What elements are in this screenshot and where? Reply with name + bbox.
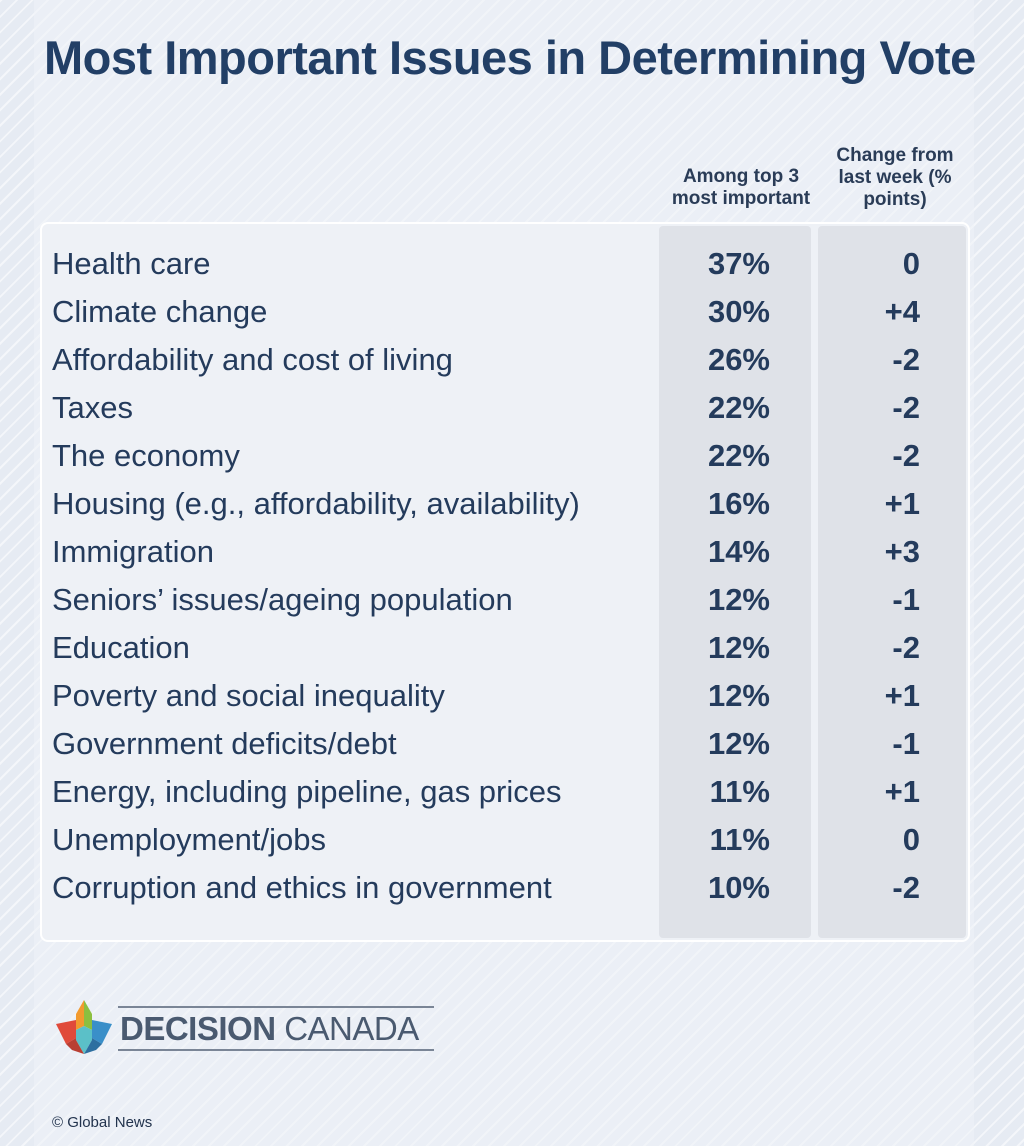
issue-label: Taxes [52, 390, 133, 425]
issue-label: The economy [52, 438, 240, 473]
change-value: -2 [892, 390, 920, 425]
issue-label: Affordability and cost of living [52, 342, 453, 377]
table-row: Housing (e.g., affordability, availabili… [0, 480, 1024, 528]
change-value: +1 [884, 774, 920, 809]
table-row: Immigration 14% +3 [0, 528, 1024, 576]
table-row: Climate change 30% +4 [0, 288, 1024, 336]
top3-value: 22% [707, 438, 770, 473]
change-value: -2 [892, 870, 920, 905]
top3-value: 11% [709, 774, 770, 809]
change-value: 0 [902, 246, 920, 281]
top3-value: 26% [707, 342, 770, 377]
issue-label: Corruption and ethics in government [52, 870, 552, 905]
table-row: Taxes 22% -2 [0, 384, 1024, 432]
change-value: +4 [884, 294, 920, 329]
change-value: +1 [884, 486, 920, 521]
top3-value: 12% [707, 678, 770, 713]
logo-rule-bottom [118, 1049, 434, 1051]
column-header-change: Change from last week (% points) [836, 145, 954, 210]
table-row: Affordability and cost of living 26% -2 [0, 336, 1024, 384]
change-value: -1 [892, 726, 920, 761]
logo-wordmark: DECISION CANADA [120, 1010, 419, 1048]
maple-leaf-logo-icon [56, 1000, 112, 1054]
change-column-shade [818, 226, 966, 938]
chart-title: Most Important Issues in Determining Vot… [44, 31, 976, 84]
issue-label: Housing (e.g., affordability, availabili… [52, 486, 580, 521]
logo-bold-text: DECISION [120, 1010, 276, 1047]
table-row: Unemployment/jobs 11% 0 [0, 816, 1024, 864]
change-value: -2 [892, 342, 920, 377]
top3-value: 11% [709, 822, 770, 857]
top3-value: 30% [707, 294, 770, 329]
table-container [40, 222, 970, 942]
top3-value: 12% [707, 726, 770, 761]
table-row: Energy, including pipeline, gas prices 11… [0, 768, 1024, 816]
source-credit: © Global News [52, 1114, 153, 1131]
issue-label: Poverty and social inequality [52, 678, 445, 713]
change-value: -2 [892, 630, 920, 665]
top3-value: 12% [707, 582, 770, 617]
table-row: The economy 22% -2 [0, 432, 1024, 480]
top3-value: 37% [707, 246, 770, 281]
top3-value: 14% [707, 534, 770, 569]
top3-value: 16% [707, 486, 770, 521]
logo-rule-top [118, 1006, 434, 1008]
change-value: -1 [892, 582, 920, 617]
issue-label: Government deficits/debt [52, 726, 397, 761]
change-value: -2 [892, 438, 920, 473]
table-body: Health care 37% 0 Climate change 30% +4 Afford… [0, 240, 1024, 912]
table-row: Corruption and ethics in government 10% -2 [0, 864, 1024, 912]
top3-value: 12% [707, 630, 770, 665]
logo-light-text: CANADA [284, 1010, 419, 1047]
change-value: +1 [884, 678, 920, 713]
issue-label: Health care [52, 246, 211, 281]
issue-label: Seniors’ issues/ageing population [52, 582, 513, 617]
table-row: Poverty and social inequality 12% +1 [0, 672, 1024, 720]
table-row: Education 12% -2 [0, 624, 1024, 672]
top3-value: 10% [707, 870, 770, 905]
table-row: Government deficits/debt 12% -1 [0, 720, 1024, 768]
issue-label: Unemployment/jobs [52, 822, 326, 857]
top3-value: 22% [707, 390, 770, 425]
column-header-top3: Among top 3 most important [671, 166, 811, 209]
issue-label: Energy, including pipeline, gas prices [52, 774, 562, 809]
issue-label: Climate change [52, 294, 268, 329]
change-value: +3 [884, 534, 920, 569]
issue-label: Education [52, 630, 190, 665]
table-row: Seniors’ issues/ageing population 12% -1 [0, 576, 1024, 624]
top3-column-shade [659, 226, 811, 938]
table-row: Health care 37% 0 [0, 240, 1024, 288]
change-value: 0 [902, 822, 920, 857]
issue-label: Immigration [52, 534, 214, 569]
